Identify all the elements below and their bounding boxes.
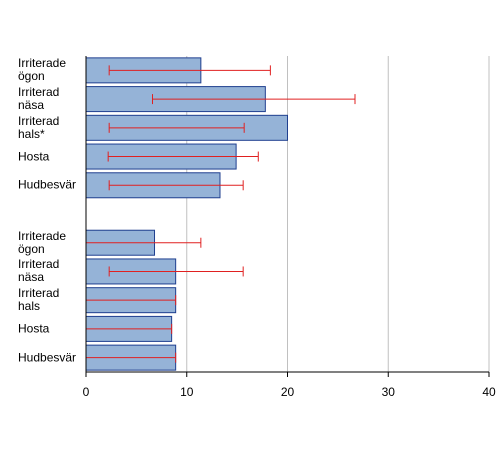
error-bar	[151, 94, 356, 105]
error-bar	[108, 266, 244, 277]
y-tick-label: Hudbesvär	[18, 177, 77, 192]
y-tick-label: Hosta	[18, 321, 50, 336]
y-tick-label: Irriterade ögon	[18, 228, 67, 256]
y-tick-label: Irriterad hals*	[18, 113, 60, 141]
x-tick-label: 40	[482, 385, 496, 399]
y-tick-label: Irriterad näsa	[18, 85, 60, 113]
y-tick-label: Irriterade ögon	[18, 56, 67, 84]
error-bar	[108, 65, 271, 76]
x-tick-label: 30	[382, 385, 396, 399]
x-tick-label: 20	[281, 385, 295, 399]
y-tick-label: Hosta	[18, 149, 50, 164]
y-tick-label: Hudbesvär	[18, 350, 77, 365]
error-bar	[107, 151, 259, 162]
y-tick-label: Irriterad hals	[18, 286, 60, 314]
error-bar	[108, 122, 245, 133]
error-bar	[108, 180, 244, 191]
y-tick-label: Irriterad näsa	[18, 257, 60, 285]
x-tick-label: 0	[83, 385, 90, 399]
x-tick-label: 10	[180, 385, 194, 399]
